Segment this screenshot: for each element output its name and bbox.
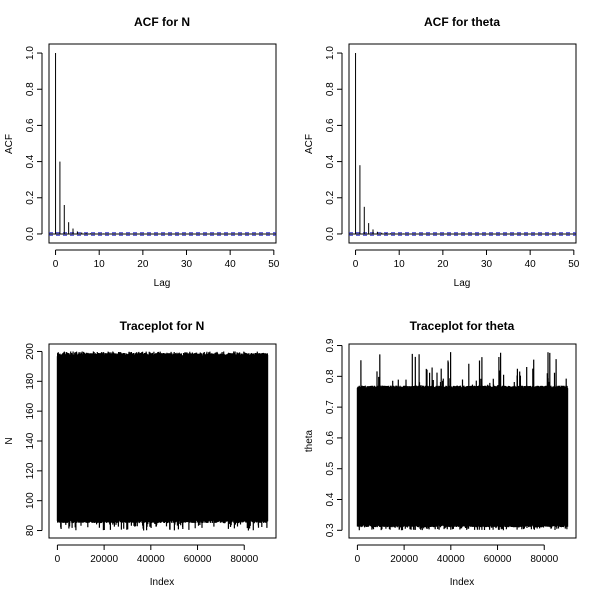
- y-axis-label: theta: [304, 429, 315, 452]
- y-tick-label: 120: [25, 462, 36, 479]
- y-tick-label: 0.4: [325, 154, 336, 168]
- y-axis-label: ACF: [4, 134, 15, 154]
- x-tick-label: 20: [437, 259, 449, 270]
- y-tick-label: 0.4: [25, 154, 36, 168]
- x-tick-label: 10: [394, 259, 406, 270]
- y-axis-label: ACF: [304, 134, 315, 154]
- y-tick-label: 0.6: [325, 431, 336, 445]
- y-tick-label: 0.0: [25, 227, 36, 241]
- x-tick-label: 40: [525, 259, 537, 270]
- y-tick-label: 0.8: [325, 82, 336, 96]
- y-tick-label: 1.0: [25, 46, 36, 60]
- chart-title: Traceplot for N: [120, 319, 205, 333]
- x-tick-label: 40: [225, 259, 237, 270]
- y-tick-label: 0.9: [325, 338, 336, 352]
- x-tick-label: 0: [55, 554, 61, 565]
- x-tick-label: 30: [181, 259, 193, 270]
- y-tick-label: 160: [25, 402, 36, 419]
- y-tick-label: 0.8: [325, 369, 336, 383]
- chart-title: ACF for theta: [424, 15, 500, 29]
- y-tick-label: 0.3: [325, 523, 336, 537]
- y-tick-label: 0.7: [325, 400, 336, 414]
- x-axis-label: Lag: [154, 278, 171, 289]
- y-tick-label: 0.6: [325, 118, 336, 132]
- x-tick-label: 10: [94, 259, 106, 270]
- x-tick-label: 60000: [484, 554, 512, 565]
- x-tick-label: 60000: [184, 554, 212, 565]
- acf-theta-panel: ACF for theta Lag ACF 0 10 20 30 40 50 0.0 0.2 0…: [304, 15, 580, 289]
- trace-n-panel: Traceplot for N Index N 0 20000 40000 60000…: [4, 319, 277, 588]
- x-tick-label: 30: [481, 259, 493, 270]
- y-tick-label: 80: [25, 525, 36, 537]
- x-axis-label: Index: [450, 577, 474, 588]
- y-tick-label: 1.0: [325, 46, 336, 60]
- trace-series: [356, 352, 569, 531]
- x-tick-label: 20000: [90, 554, 118, 565]
- y-axis-label: N: [4, 437, 15, 444]
- y-tick-label: 0.2: [325, 190, 336, 204]
- plot-frame: [48, 43, 277, 244]
- x-tick-label: 80000: [530, 554, 558, 565]
- y-tick-label: 100: [25, 492, 36, 509]
- x-axis-label: Lag: [454, 278, 471, 289]
- trace-body: [357, 391, 568, 522]
- y-tick-label: 0.6: [25, 118, 36, 132]
- plot-frame: [348, 43, 577, 244]
- plot-frame: [48, 343, 277, 539]
- x-tick-label: 40000: [437, 554, 465, 565]
- trace-body: [57, 358, 268, 518]
- x-tick-label: 0: [53, 259, 59, 270]
- y-tick-label: 0.5: [325, 461, 336, 475]
- x-tick-label: 20: [137, 259, 149, 270]
- x-axis-label: Index: [150, 577, 174, 588]
- x-tick-label: 20000: [390, 554, 418, 565]
- acf-n-panel: ACF for N Lag ACF 0 10 20 30 40 50 0.0 0.2 0.4 0.…: [4, 15, 280, 289]
- x-tick-label: 50: [568, 259, 580, 270]
- x-tick-label: 40000: [137, 554, 165, 565]
- y-tick-label: 0.8: [25, 82, 36, 96]
- y-tick-label: 0.0: [325, 227, 336, 241]
- y-tick-label: 0.2: [25, 190, 36, 204]
- trace-series: [56, 351, 269, 531]
- y-tick-label: 180: [25, 373, 36, 390]
- plot-frame: [348, 343, 577, 539]
- x-tick-label: 0: [355, 554, 361, 565]
- y-tick-label: 200: [25, 343, 36, 360]
- chart-title: ACF for N: [134, 15, 190, 29]
- y-tick-label: 0.4: [325, 492, 336, 506]
- x-tick-label: 80000: [230, 554, 258, 565]
- y-tick-label: 140: [25, 432, 36, 449]
- x-tick-label: 0: [353, 259, 359, 270]
- x-tick-label: 50: [268, 259, 280, 270]
- trace-theta-panel: Traceplot for theta Index theta 0 20000 40…: [304, 319, 577, 588]
- chart-title: Traceplot for theta: [410, 319, 515, 333]
